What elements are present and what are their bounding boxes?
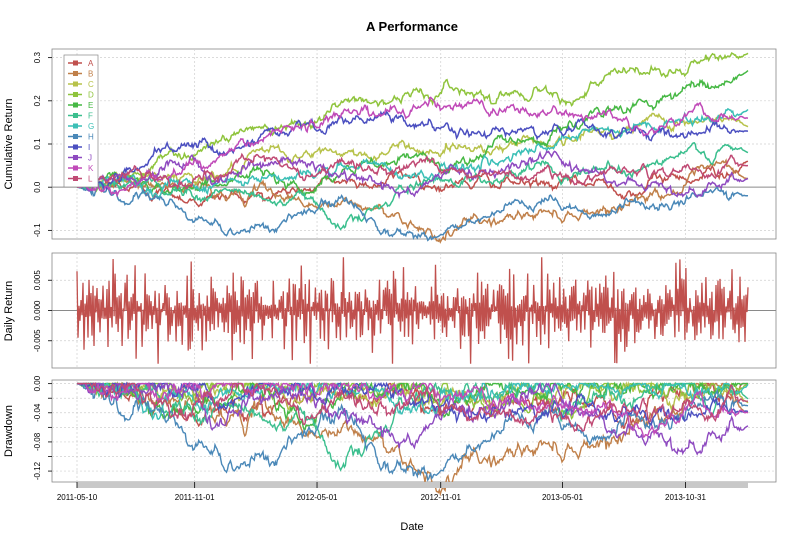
legend-entry-G: G (88, 122, 94, 131)
legend-entry-J: J (88, 154, 92, 163)
y-tick-label: 0.000 (33, 300, 42, 321)
xlabel: Date (400, 521, 423, 533)
legend-marker (73, 165, 78, 171)
x-tick-label: 2013-05-01 (542, 493, 583, 502)
series-cumulative (76, 52, 749, 244)
series-line-D (76, 52, 749, 193)
x-tick-label: 2012-11-01 (421, 493, 462, 502)
y-tick-label: -0.04 (33, 403, 42, 422)
drawdown-line-B (76, 381, 749, 497)
x-tick-label: 2011-11-01 (175, 493, 215, 502)
series-line-B (76, 158, 748, 244)
legend-box (63, 54, 99, 188)
series-line-H (76, 181, 749, 242)
legend-marker (73, 123, 78, 129)
legend-marker (73, 176, 78, 181)
legend-marker (73, 81, 78, 87)
ylabel-daily: Daily Return (3, 281, 15, 342)
y-ticks-cumulative: -0.1 0.0 0.1 0.2 0.3 (33, 52, 52, 237)
legend-marker (73, 134, 78, 139)
series-drawdown (76, 380, 749, 497)
y-tick-label: 0.1 (33, 138, 42, 150)
drawdown-line-A (77, 382, 748, 430)
legend-entry-H: H (88, 133, 94, 142)
legend-entry-B: B (88, 70, 93, 79)
y-ticks-daily: -0.005 0.000 0.005 (33, 270, 52, 352)
legend-marker (73, 144, 78, 150)
legend-entry-L: L (88, 175, 93, 184)
x-ticks: 2011-05-10 2011-11-01 2012-05-01 2012-11-01… (57, 482, 706, 502)
x-tick-label: 2011-05-10 (57, 493, 98, 502)
series-line-K (76, 96, 749, 198)
legend-marker (73, 155, 78, 160)
y-ticks-drawdown: -0.12 -0.08 -0.04 0.00 (33, 375, 52, 480)
x-axis-bar (77, 482, 748, 488)
legend-marker (73, 71, 78, 76)
ylabel-cumulative: Cumulative Return (3, 98, 15, 189)
drawdown-line-F (76, 381, 749, 472)
daily-return-line (76, 257, 749, 364)
y-tick-label: -0.12 (33, 461, 42, 480)
series-daily (76, 257, 749, 364)
y-tick-label: -0.1 (33, 223, 42, 237)
drawdown-line-L (77, 381, 748, 433)
drawdown-line-G (77, 381, 749, 421)
y-tick-label: -0.005 (33, 329, 42, 352)
y-tick-label: 0.2 (33, 95, 42, 107)
ylabel-drawdown: Drawdown (3, 405, 15, 457)
legend-marker (73, 92, 78, 97)
legend-entry-F: F (88, 112, 93, 121)
series-line-G (76, 107, 749, 199)
legend-entry-C: C (88, 80, 94, 89)
chart-title: A Performance (366, 19, 458, 34)
y-tick-label: 0.0 (33, 181, 42, 193)
drawdown-line-K (77, 381, 749, 438)
x-tick-label: 2012-05-01 (297, 493, 338, 502)
x-tick-label: 2013-10-31 (665, 493, 706, 502)
legend-entry-K: K (88, 164, 94, 173)
y-tick-label: 0.00 (33, 375, 42, 391)
legend-entry-A: A (88, 59, 94, 68)
legend-entry-I: I (88, 143, 90, 152)
y-tick-label: 0.005 (33, 270, 42, 291)
series-line-L (76, 152, 748, 191)
series-line-E (76, 70, 749, 197)
y-tick-label: -0.08 (33, 432, 42, 451)
legend-marker (73, 102, 78, 108)
panel-drawdown: -0.12 -0.08 -0.04 0.00 Drawdown (3, 375, 777, 497)
legend-entry-E: E (88, 101, 93, 110)
y-tick-label: 0.3 (33, 52, 42, 64)
legend-marker (73, 60, 78, 66)
legend-entry-D: D (88, 91, 94, 100)
panel-daily-return: -0.005 0.000 0.005 Daily Return (3, 252, 777, 369)
legend-marker (73, 113, 78, 118)
